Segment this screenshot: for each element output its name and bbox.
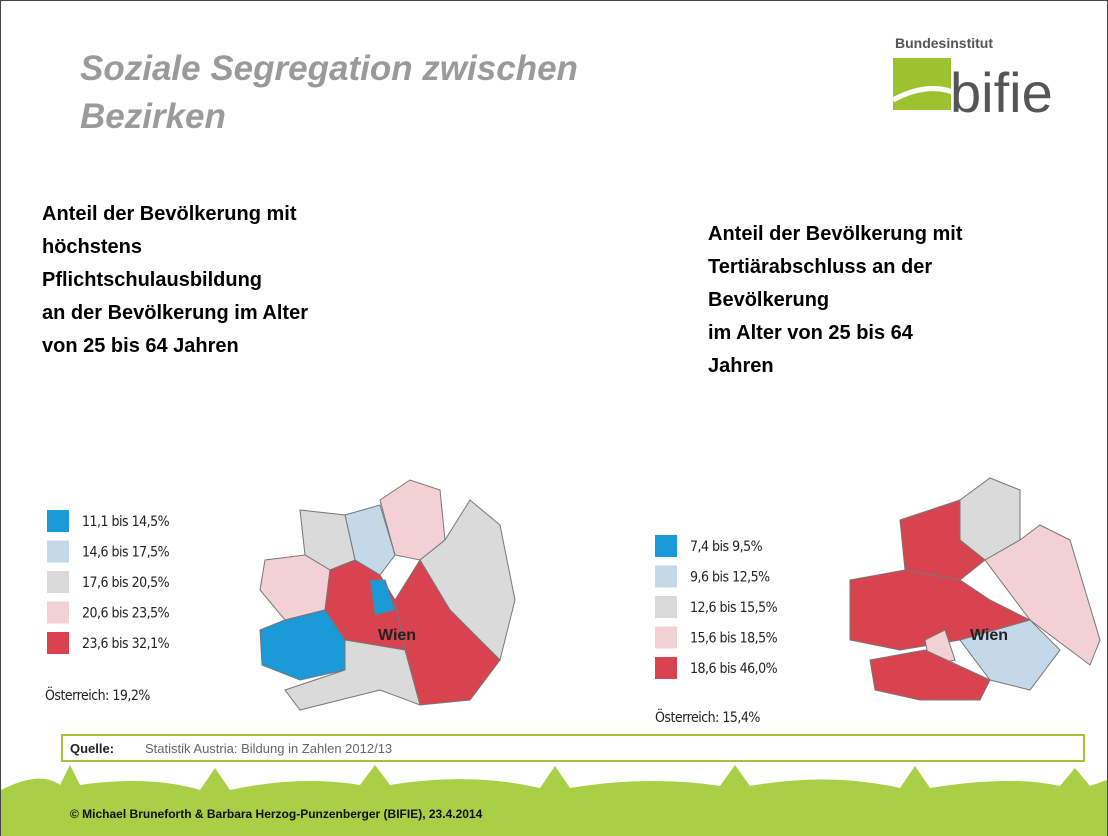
map-label: Wien [970,627,1008,644]
panel-heading: von 25 bis 64 Jahren [42,335,239,357]
logo-word: bifie [950,61,1053,124]
legend-label: 18,6 bis 46,0% [690,661,778,677]
source-text: Statistik Austria: Bildung in Zahlen 201… [145,741,392,756]
panel-heading: Anteil der Bevölkerung mit [708,223,963,245]
legend-swatch [655,626,677,649]
note: Österreich: 15,4% [655,708,760,726]
footer: © Michael Bruneforth & Barbara Herzog-Pu… [70,807,483,821]
panel-heading: Tertiärabschluss an der [708,256,932,278]
grass [1,765,1107,836]
legend-swatch [47,601,69,624]
panel-heading: Jahren [708,355,774,377]
district [869,649,991,701]
logo-swoosh [891,86,962,103]
map-label: Wien [378,627,416,644]
panel-heading: im Alter von 25 bis 64 [708,322,914,344]
legend-swatch [47,632,69,654]
legend-label: 9,6 bis 12,5% [690,570,770,586]
legend-swatch [655,565,677,588]
logo: Bundesinstitut bifie [891,35,1053,124]
district [959,619,1061,691]
panel-heading: höchstens [42,236,142,258]
legend-swatch [47,510,69,532]
source-label: Quelle: [70,741,114,756]
map-left [259,479,516,711]
logo-block [893,58,951,110]
logo-top: Bundesinstitut [895,35,993,51]
legend-label: 14,6 bis 17,5% [82,545,170,561]
legend-swatch [47,571,69,593]
note: Österreich: 19,2% [45,686,150,704]
panel-heading: Anteil der Bevölkerung mit [42,203,297,225]
district [369,579,396,616]
map-right [849,477,1101,701]
panel-heading: an der Bevölkerung im Alter [42,302,308,324]
title: Bezirken [80,97,226,136]
legend-label: 11,1 bis 14,5% [82,514,170,530]
legend-label: 23,6 bis 32,1% [82,636,170,652]
legend-swatch [655,596,677,618]
district [284,639,421,711]
legend-label: 20,6 bis 23,5% [82,606,170,622]
source-box [61,734,1085,762]
district [984,524,1101,666]
legend-label: 15,6 bis 18,5% [690,631,778,647]
panel-heading: Bevölkerung [708,289,829,311]
title: Soziale Segregation zwischen [80,49,578,88]
legend-label: 12,6 bis 15,5% [690,600,778,616]
legend-swatch [655,657,677,679]
legend-swatch [655,535,677,557]
legend-label: 17,6 bis 20,5% [82,575,170,591]
panel-heading: Pflichtschulausbildung [42,269,262,291]
legend-swatch [47,540,69,563]
legend-label: 7,4 bis 9,5% [690,539,763,555]
